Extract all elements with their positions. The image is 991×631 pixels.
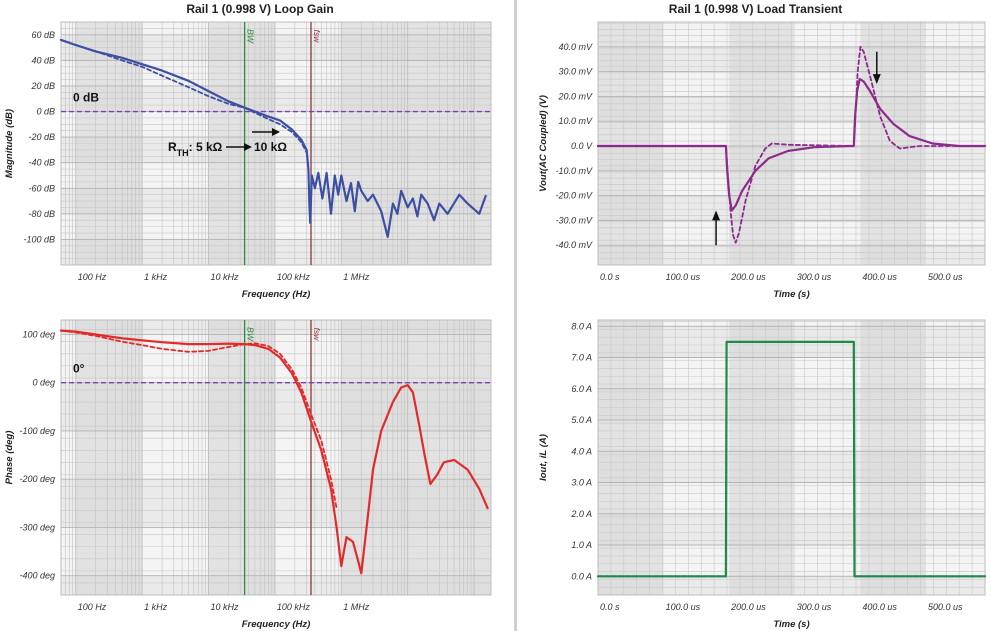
magnitude-series-dashed xyxy=(60,39,308,154)
magnitude-xaxis-label: Frequency (Hz) xyxy=(242,289,311,300)
magnitude-ytick-label: 40 dB xyxy=(31,55,55,65)
loop-gain-title: Rail 1 (0.998 V) Loop Gain xyxy=(186,2,334,16)
iout-ytick-label: 3.0 A xyxy=(571,478,592,488)
phase-xtick-label: 100 Hz xyxy=(78,602,107,612)
iout-ytick-label: 0.0 A xyxy=(571,571,592,581)
phase-ytick-label: -300 deg xyxy=(19,522,55,532)
iout-ytick-label: 7.0 A xyxy=(571,353,592,363)
iout-xtick-label: 400.0 us xyxy=(862,602,897,612)
rth-annotation: RTH: 5 kΩ xyxy=(168,140,223,158)
magnitude-ytick-label: -60 dB xyxy=(28,183,55,193)
magnitude-ytick-label: -100 dB xyxy=(23,234,55,244)
phase-series-solid xyxy=(59,329,489,575)
phase-zero-reference-label: 0° xyxy=(73,362,85,376)
vout-xtick-label: 200.0 us xyxy=(730,272,766,282)
iout-series-dashed xyxy=(597,340,986,578)
undershoot-arrow-head xyxy=(712,210,721,221)
load-transient-title: Rail 1 (0.998 V) Load Transient xyxy=(668,2,843,16)
phase-ytick-label: -400 deg xyxy=(19,571,55,581)
phase-xaxis-label: Frequency (Hz) xyxy=(242,619,311,630)
magnitude-ytick-label: 0 dB xyxy=(36,107,55,117)
iout-plot-frame xyxy=(597,319,986,596)
rth-arrow2-head xyxy=(272,128,280,136)
phase-ytick-label: 100 deg xyxy=(22,329,55,339)
vout-series-dashed xyxy=(597,45,986,244)
magnitude-plot-frame xyxy=(60,21,492,266)
iout-band xyxy=(860,320,926,595)
vout-ytick-label: -40.0 mV xyxy=(555,240,593,250)
phase-ytick-label: -100 deg xyxy=(19,426,55,436)
phase-yaxis-label: Phase (deg) xyxy=(4,431,15,485)
magnitude-zero-reference-label: 0 dB xyxy=(73,91,99,105)
magnitude-fsw-marker-label: fsw xyxy=(312,30,322,44)
vout-ytick-label: -20.0 mV xyxy=(555,191,593,201)
phase-xtick-label: 100 kHz xyxy=(277,602,311,612)
vout-xtick-label: 0.0 s xyxy=(600,272,620,282)
magnitude-xtick-label: 100 kHz xyxy=(277,272,311,282)
phase-xtick-label: 10 kHz xyxy=(211,602,240,612)
phase-hband xyxy=(61,320,491,335)
magnitude-ytick-label: -40 dB xyxy=(28,158,55,168)
iout-band xyxy=(598,320,664,595)
magnitude-xtick-label: 1 MHz xyxy=(343,272,370,282)
phase-fsw-marker-label: fsw xyxy=(312,328,322,342)
iout-yaxis-label: Iout, iL (A) xyxy=(538,434,549,481)
iout-xtick-label: 100.0 us xyxy=(666,602,701,612)
magnitude-series-solid xyxy=(59,38,487,238)
vout-ytick-label: 30.0 mV xyxy=(558,67,593,77)
iout-ytick-label: 8.0 A xyxy=(571,321,592,331)
iout-xtick-label: 500.0 us xyxy=(928,602,963,612)
phase-ytick-label: -200 deg xyxy=(19,474,55,484)
iout-ytick-label: 5.0 A xyxy=(571,415,592,425)
phase-hband xyxy=(61,575,491,595)
overshoot-arrow-head xyxy=(872,74,881,84)
iout-ytick-label: 6.0 A xyxy=(571,384,592,394)
vout-xtick-label: 100.0 us xyxy=(666,272,701,282)
vout-ytick-label: -10.0 mV xyxy=(555,166,593,176)
phase-xtick-label: 1 kHz xyxy=(144,602,168,612)
vout-ytick-label: 40.0 mV xyxy=(558,42,593,52)
iout-ytick-label: 1.0 A xyxy=(571,540,592,550)
vout-ytick-label: 10.0 mV xyxy=(558,116,593,126)
iout-ytick-label: 2.0 A xyxy=(570,509,592,519)
magnitude-ytick-label: 60 dB xyxy=(31,30,55,40)
phase-series-dashed xyxy=(60,329,338,510)
vout-ytick-label: -30.0 mV xyxy=(555,215,593,225)
phase-plot-frame xyxy=(60,319,492,596)
rth-arrow-head xyxy=(244,143,252,151)
vout-ytick-label: 0.0 V xyxy=(571,141,593,151)
iout-xtick-label: 0.0 s xyxy=(600,602,620,612)
vout-xtick-label: 300.0 us xyxy=(797,272,832,282)
magnitude-xtick-label: 100 Hz xyxy=(78,272,107,282)
iout-xtick-label: 300.0 us xyxy=(797,602,832,612)
magnitude-xtick-label: 1 kHz xyxy=(144,272,168,282)
rth-annotation-target: 10 kΩ xyxy=(254,140,287,154)
magnitude-ytick-label: -20 dB xyxy=(28,132,55,142)
phase-hband xyxy=(61,479,491,528)
vout-xtick-label: 400.0 us xyxy=(862,272,897,282)
magnitude-ytick-label: -80 dB xyxy=(28,209,55,219)
vout-yaxis-label: Vout(AC Coupled) (V) xyxy=(538,95,549,192)
phase-xtick-label: 1 MHz xyxy=(343,602,370,612)
vout-xaxis-label: Time (s) xyxy=(773,289,809,300)
magnitude-ytick-label: 20 dB xyxy=(30,81,55,91)
magnitude-bw-marker-label: BW xyxy=(246,29,256,44)
iout-xtick-label: 200.0 us xyxy=(730,602,766,612)
magnitude-yaxis-label: Magnitude (dB) xyxy=(4,109,15,178)
vout-plot-frame xyxy=(597,21,986,266)
vout-xtick-label: 500.0 us xyxy=(928,272,963,282)
panel-divider[interactable] xyxy=(514,0,517,631)
iout-xaxis-label: Time (s) xyxy=(773,619,809,630)
phase-bw-marker-label: BW xyxy=(246,327,256,342)
magnitude-xtick-label: 10 kHz xyxy=(211,272,240,282)
vout-band xyxy=(598,22,664,265)
vout-ytick-label: 20.0 mV xyxy=(557,91,593,101)
iout-ytick-label: 4.0 A xyxy=(571,446,592,456)
phase-ytick-label: 0 deg xyxy=(32,378,55,388)
